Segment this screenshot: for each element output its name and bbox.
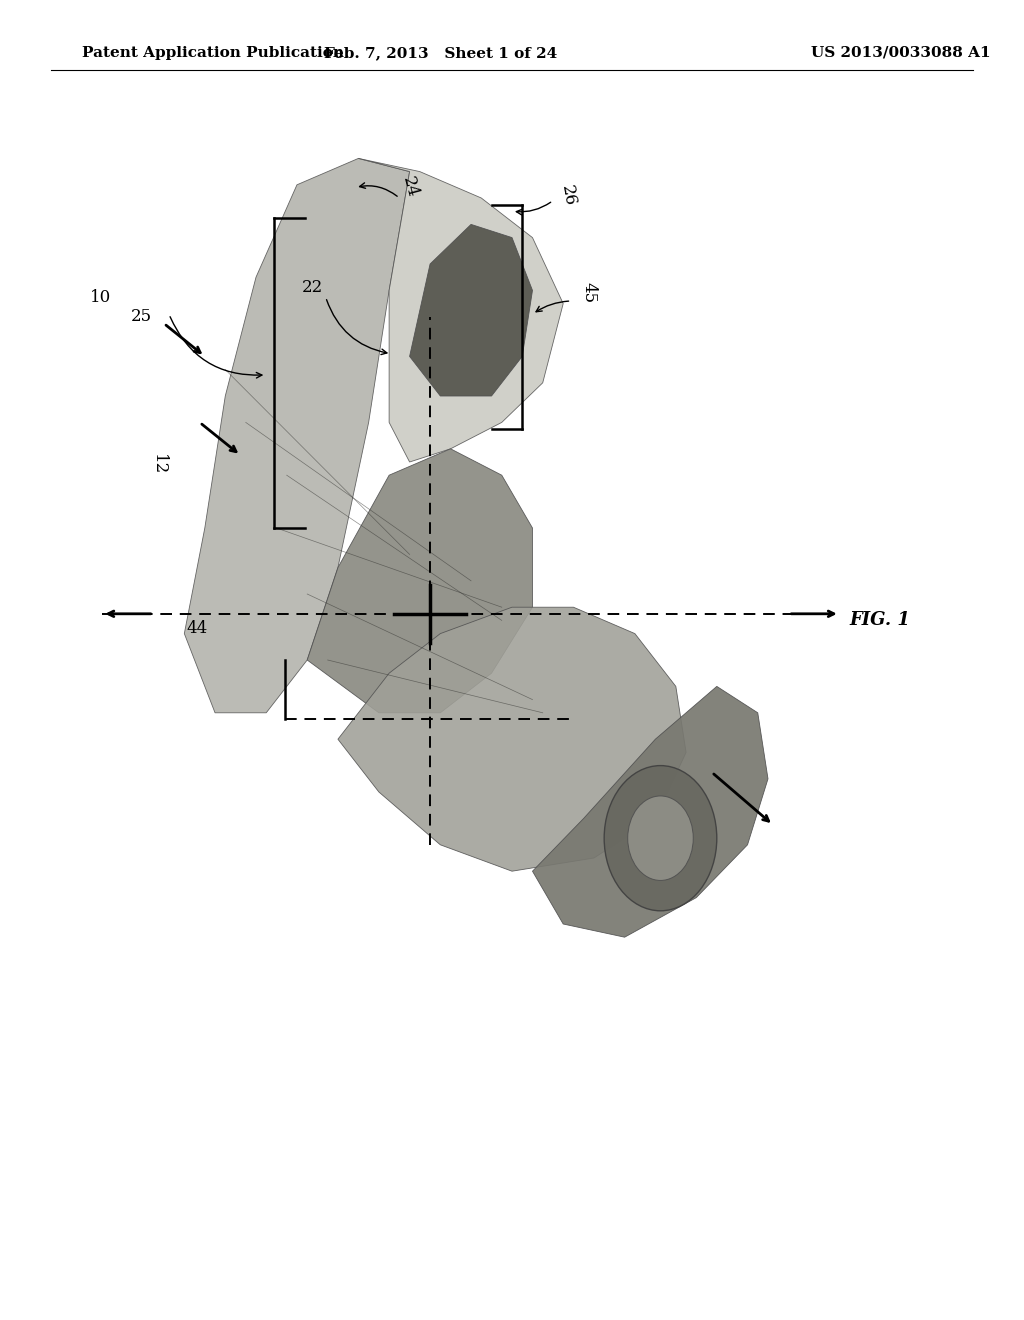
Text: 12: 12 bbox=[151, 454, 167, 475]
Polygon shape bbox=[410, 224, 532, 396]
Text: 22: 22 bbox=[302, 280, 323, 296]
Text: 25: 25 bbox=[131, 309, 152, 325]
Text: 45: 45 bbox=[581, 282, 597, 304]
Polygon shape bbox=[532, 686, 768, 937]
Polygon shape bbox=[358, 158, 563, 462]
Text: Feb. 7, 2013   Sheet 1 of 24: Feb. 7, 2013 Sheet 1 of 24 bbox=[324, 46, 557, 59]
Text: 10: 10 bbox=[90, 289, 111, 305]
Text: 26: 26 bbox=[558, 183, 579, 207]
Text: US 2013/0033088 A1: US 2013/0033088 A1 bbox=[811, 46, 991, 59]
Polygon shape bbox=[338, 607, 686, 871]
Polygon shape bbox=[307, 449, 532, 713]
Text: 24: 24 bbox=[398, 176, 421, 199]
Circle shape bbox=[604, 766, 717, 911]
Text: Patent Application Publication: Patent Application Publication bbox=[82, 46, 344, 59]
Text: 44: 44 bbox=[186, 620, 207, 636]
Circle shape bbox=[628, 796, 693, 880]
Text: FIG. 1: FIG. 1 bbox=[850, 611, 910, 630]
Polygon shape bbox=[184, 158, 410, 713]
